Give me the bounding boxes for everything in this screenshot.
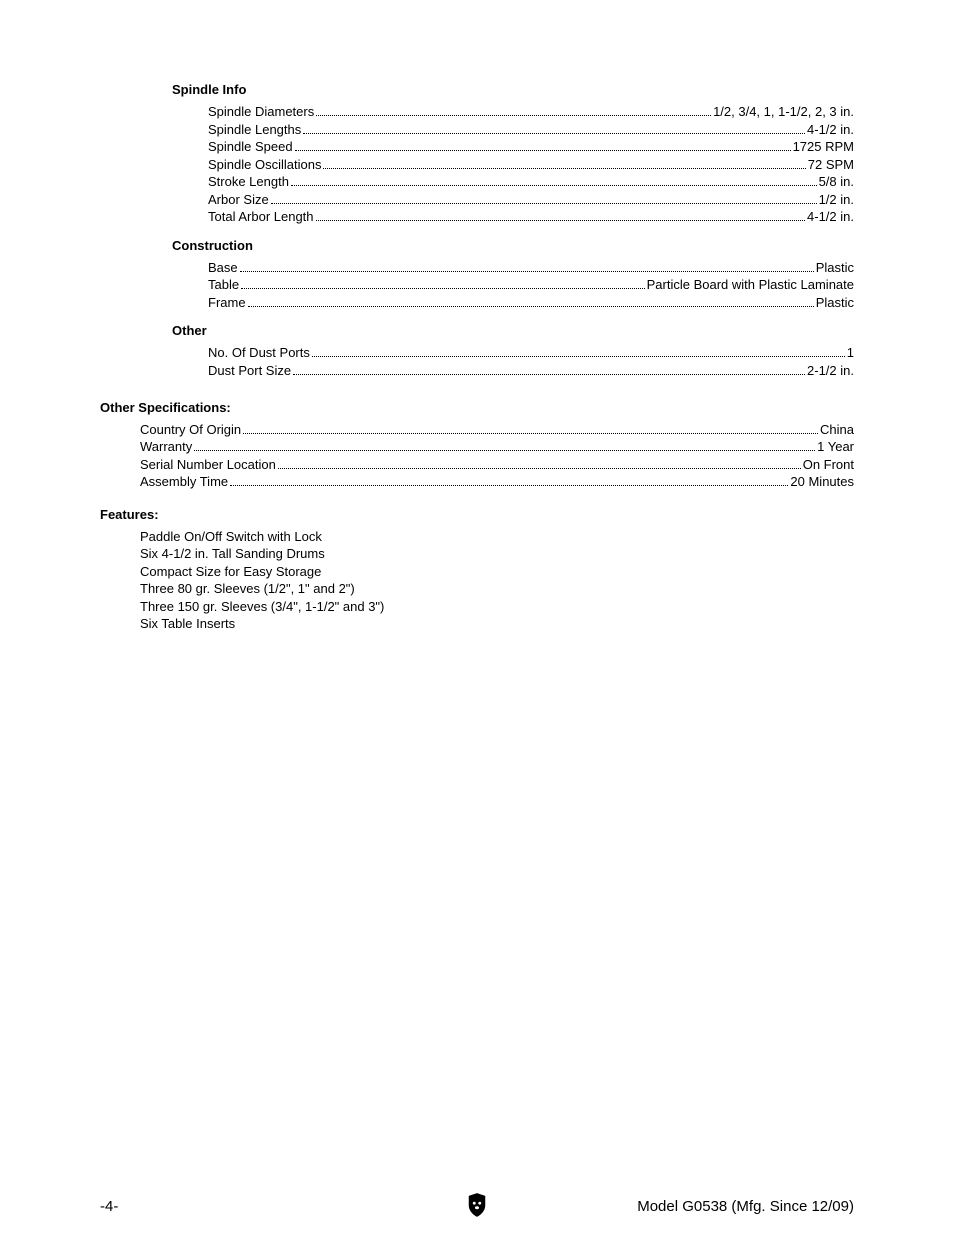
spec-value: Plastic <box>816 294 854 312</box>
model-info: Model G0538 (Mfg. Since 12/09) <box>637 1198 854 1215</box>
spec-row: Dust Port Size 2-1/2 in. <box>208 362 854 380</box>
feature-item: Compact Size for Easy Storage <box>140 563 854 581</box>
spec-label: Table <box>208 276 239 294</box>
dot-leader <box>303 133 805 134</box>
feature-item: Six Table Inserts <box>140 615 854 633</box>
feature-item: Three 150 gr. Sleeves (3/4", 1-1/2" and … <box>140 598 854 616</box>
spec-label: Arbor Size <box>208 191 269 209</box>
spec-row: Serial Number Location On Front <box>140 456 854 474</box>
spec-label: Serial Number Location <box>140 456 276 474</box>
page: Spindle Info Spindle Diameters 1/2, 3/4,… <box>0 0 954 1235</box>
dot-leader <box>271 203 817 204</box>
spec-value: Plastic <box>816 259 854 277</box>
feature-item: Six 4-1/2 in. Tall Sanding Drums <box>140 545 854 563</box>
dot-leader <box>241 288 645 289</box>
dot-leader <box>240 271 814 272</box>
spec-row: Assembly Time 20 Minutes <box>140 473 854 491</box>
spec-value: 72 SPM <box>808 156 854 174</box>
spec-label: Stroke Length <box>208 173 289 191</box>
spec-value: 1725 RPM <box>793 138 854 156</box>
features-block: Paddle On/Off Switch with Lock Six 4-1/2… <box>140 528 854 633</box>
spec-block-other: No. Of Dust Ports 1 Dust Port Size 2-1/2… <box>208 344 854 379</box>
spec-value: Particle Board with Plastic Laminate <box>647 276 854 294</box>
spec-label: Country Of Origin <box>140 421 241 439</box>
spec-label: Base <box>208 259 238 277</box>
feature-item: Three 80 gr. Sleeves (1/2", 1" and 2") <box>140 580 854 598</box>
spec-row: Table Particle Board with Plastic Lamina… <box>208 276 854 294</box>
dot-leader <box>316 220 805 221</box>
spec-block-construction: Base Plastic Table Particle Board with P… <box>208 259 854 312</box>
spec-row: Frame Plastic <box>208 294 854 312</box>
spec-value: 2-1/2 in. <box>807 362 854 380</box>
spec-row: Arbor Size 1/2 in. <box>208 191 854 209</box>
spec-label: Frame <box>208 294 246 312</box>
spec-value: 5/8 in. <box>819 173 854 191</box>
spec-label: Assembly Time <box>140 473 228 491</box>
spec-value: 1/2 in. <box>819 191 854 209</box>
spec-label: Spindle Lengths <box>208 121 301 139</box>
spec-row: Spindle Lengths 4-1/2 in. <box>208 121 854 139</box>
spec-row: Country Of Origin China <box>140 421 854 439</box>
spec-value: China <box>820 421 854 439</box>
heading-other-specifications: Other Specifications: <box>100 400 854 415</box>
spec-row: Warranty 1 Year <box>140 438 854 456</box>
page-number: -4- <box>100 1198 118 1215</box>
spec-value: 4-1/2 in. <box>807 208 854 226</box>
dot-leader <box>323 168 805 169</box>
spec-label: No. Of Dust Ports <box>208 344 310 362</box>
spec-block-other-specs: Country Of Origin China Warranty 1 Year … <box>140 421 854 491</box>
spec-block-spindle: Spindle Diameters 1/2, 3/4, 1, 1-1/2, 2,… <box>208 103 854 226</box>
spec-row: Spindle Diameters 1/2, 3/4, 1, 1-1/2, 2,… <box>208 103 854 121</box>
dot-leader <box>295 150 791 151</box>
dot-leader <box>243 433 818 434</box>
spec-label: Dust Port Size <box>208 362 291 380</box>
dot-leader <box>312 356 845 357</box>
heading-features: Features: <box>100 507 854 522</box>
spec-value: On Front <box>803 456 854 474</box>
page-footer: -4- Model G0538 (Mfg. Since 12/09) <box>100 1198 854 1215</box>
spec-row: Base Plastic <box>208 259 854 277</box>
spec-value: 1 Year <box>817 438 854 456</box>
spec-row: Stroke Length 5/8 in. <box>208 173 854 191</box>
spec-label: Warranty <box>140 438 192 456</box>
spec-row: Spindle Speed 1725 RPM <box>208 138 854 156</box>
feature-item: Paddle On/Off Switch with Lock <box>140 528 854 546</box>
spec-label: Total Arbor Length <box>208 208 314 226</box>
spec-label: Spindle Speed <box>208 138 293 156</box>
dot-leader <box>291 185 817 186</box>
spec-value: 1 <box>847 344 854 362</box>
spec-label: Spindle Oscillations <box>208 156 321 174</box>
spec-row: No. Of Dust Ports 1 <box>208 344 854 362</box>
logo-icon <box>466 1192 488 1222</box>
dot-leader <box>248 306 814 307</box>
dot-leader <box>278 468 801 469</box>
spec-row: Spindle Oscillations 72 SPM <box>208 156 854 174</box>
dot-leader <box>316 115 711 116</box>
spec-label: Spindle Diameters <box>208 103 314 121</box>
spec-value: 20 Minutes <box>790 473 854 491</box>
heading-other: Other <box>172 323 854 338</box>
dot-leader <box>230 485 788 486</box>
spec-value: 4-1/2 in. <box>807 121 854 139</box>
spec-row: Total Arbor Length 4-1/2 in. <box>208 208 854 226</box>
dot-leader <box>194 450 815 451</box>
heading-construction: Construction <box>172 238 854 253</box>
spec-value: 1/2, 3/4, 1, 1-1/2, 2, 3 in. <box>713 103 854 121</box>
heading-spindle-info: Spindle Info <box>172 82 854 97</box>
dot-leader <box>293 374 805 375</box>
